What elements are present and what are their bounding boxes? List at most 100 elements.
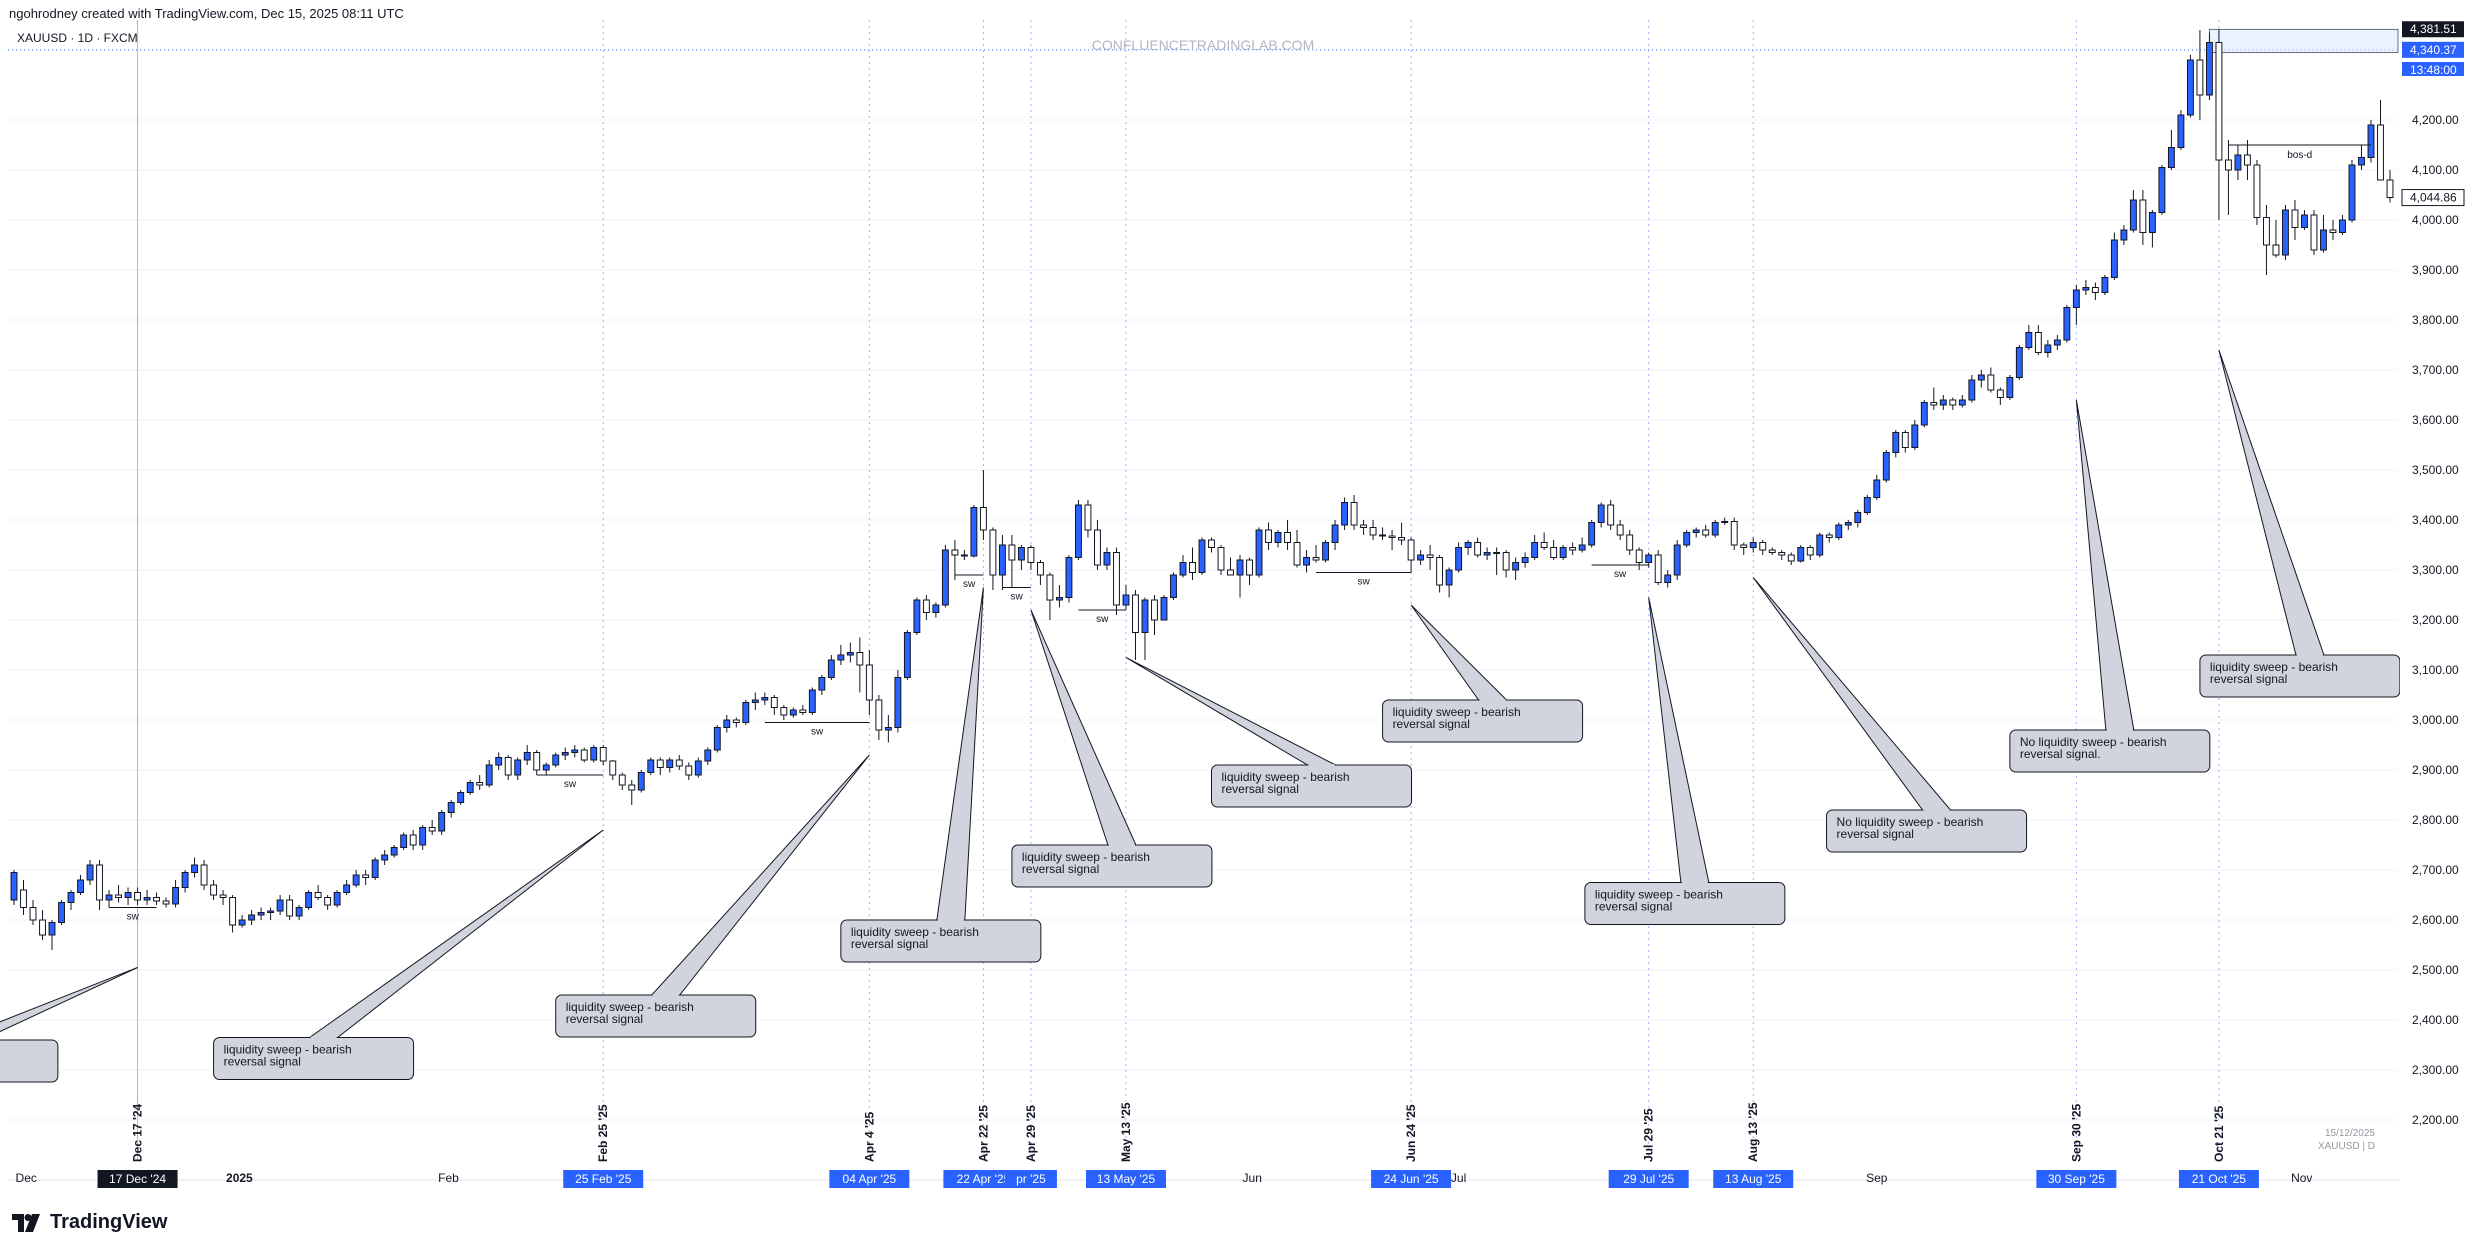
- candle-body: [1493, 552, 1501, 554]
- candle-body: [1778, 552, 1786, 556]
- date-marker-tag: [943, 1170, 1024, 1188]
- candle-body: [2282, 209, 2289, 256]
- candle-body: [1578, 544, 1586, 551]
- candle-body: [675, 759, 683, 767]
- candle-body: [1017, 547, 1025, 561]
- candle-body: [2139, 199, 2147, 233]
- callout-text: liquidity sweep - bearish: [2210, 660, 2338, 674]
- candle-body: [647, 759, 655, 773]
- candle-body: [1369, 527, 1377, 536]
- sweep-label: sw: [963, 579, 976, 590]
- candle-body: [295, 907, 303, 917]
- symbol-label: XAUUSD · 1D · FXCM: [17, 31, 138, 45]
- candle-body: [1559, 547, 1567, 558]
- candle-body: [1265, 529, 1272, 543]
- tradingview-logo[interactable]: TradingView: [12, 1211, 167, 1234]
- month-tick-label: Jul: [1451, 1171, 1466, 1185]
- price-chart[interactable]: Dec 17 '24 Feb 25 '25 Apr 4 '25 Apr 22 '25 A…: [0, 20, 2475, 1195]
- candle-body: [210, 884, 218, 896]
- candle-body: [1787, 554, 1795, 562]
- candle-body: [466, 782, 474, 793]
- candle-body: [1844, 522, 1852, 526]
- candle-body: [314, 892, 322, 898]
- candle-body: [1512, 562, 1520, 571]
- candle-body: [96, 864, 103, 901]
- callout-text: reversal signal: [224, 1055, 301, 1069]
- date-marker-tag: [1713, 1170, 1794, 1188]
- date-marker-tag-label: 13 May '25: [1097, 1172, 1156, 1186]
- date-marker-tag-label: 04 Apr '25: [843, 1172, 897, 1186]
- sweep-label: sw: [1096, 614, 1109, 625]
- candle-body: [1189, 562, 1196, 573]
- price-tick-label: 3,000.00: [2412, 713, 2459, 727]
- candle-body: [1445, 569, 1453, 586]
- candle-body: [2053, 339, 2061, 346]
- callout-text: liquidity sweep - bearish: [1222, 770, 1350, 784]
- candle-body: [713, 727, 721, 751]
- candle-body: [2158, 167, 2166, 213]
- price-tick-label: 4,000.00: [2412, 213, 2459, 227]
- candle-body: [837, 654, 845, 661]
- candle-body: [1730, 521, 1738, 546]
- candle-body: [1550, 547, 1558, 558]
- candle-body: [419, 827, 427, 846]
- candle-body: [1293, 542, 1301, 566]
- candle-body: [343, 884, 351, 893]
- sweep-label: sw: [127, 912, 140, 923]
- candle-body: [1721, 521, 1729, 523]
- candle-body: [913, 599, 921, 633]
- candle-body: [960, 554, 968, 557]
- price-tick-label: 3,900.00: [2412, 263, 2459, 277]
- candle-body: [2091, 287, 2099, 293]
- price-axis[interactable]: 2,200.00 2,300.00 2,400.00 2,500.00 2,600.00…: [2400, 20, 2475, 1180]
- date-marker-lines: Dec 17 '24 Feb 25 '25 Apr 4 '25 Apr 22 '25 A…: [131, 20, 2226, 1162]
- candle-body: [162, 900, 170, 905]
- price-marker-tag: [2402, 62, 2464, 76]
- candle-body: [324, 897, 332, 906]
- candle-body: [362, 874, 370, 878]
- candle-body: [10, 872, 18, 901]
- candle-body: [2186, 59, 2194, 116]
- callout-box: [0, 1039, 59, 1083]
- price-marker-tag: [2402, 21, 2464, 38]
- candle-body: [2377, 124, 2384, 181]
- candle-body: [742, 702, 750, 723]
- candle-body: [1768, 549, 1776, 553]
- candle-body: [1246, 559, 1253, 576]
- candle-body: [1806, 547, 1814, 556]
- candle-body: [789, 709, 797, 716]
- candle-body: [276, 899, 284, 912]
- candle-body: [2196, 59, 2204, 96]
- candle-body: [2120, 229, 2128, 241]
- candle-body: [1179, 562, 1187, 576]
- candle-body: [428, 827, 436, 832]
- candle-body: [1388, 535, 1396, 538]
- candle-body: [1607, 504, 1615, 526]
- candle-body: [286, 899, 294, 917]
- month-tick-label: Feb: [438, 1171, 459, 1185]
- date-marker-tag: [97, 1170, 178, 1188]
- candle-body: [1055, 597, 1063, 601]
- highlight-zone-layer: [2209, 28, 2399, 53]
- candle-body: [257, 912, 265, 916]
- candle-body: [29, 907, 37, 921]
- candle-body: [1322, 542, 1329, 561]
- candle-body: [172, 887, 180, 905]
- candle-body: [1673, 544, 1681, 576]
- callout-pointer: [2075, 399, 2135, 731]
- price-tick-label: 2,400.00: [2412, 1013, 2459, 1027]
- price-tick-label: 2,900.00: [2412, 763, 2459, 777]
- date-marker-tag-label: pr '25: [1016, 1172, 1046, 1186]
- candle-body: [1597, 504, 1605, 523]
- candle-body: [2224, 159, 2232, 171]
- candle-body: [2215, 42, 2223, 161]
- candle-body: [637, 772, 645, 791]
- candle-body: [590, 747, 598, 761]
- month-tick-label: Sep: [1866, 1171, 1888, 1185]
- candle-body: [542, 764, 550, 771]
- candle-body: [1588, 522, 1596, 546]
- callout-text: reversal signal: [1022, 862, 1099, 876]
- candle-body: [229, 897, 237, 926]
- candle-body: [2205, 42, 2213, 96]
